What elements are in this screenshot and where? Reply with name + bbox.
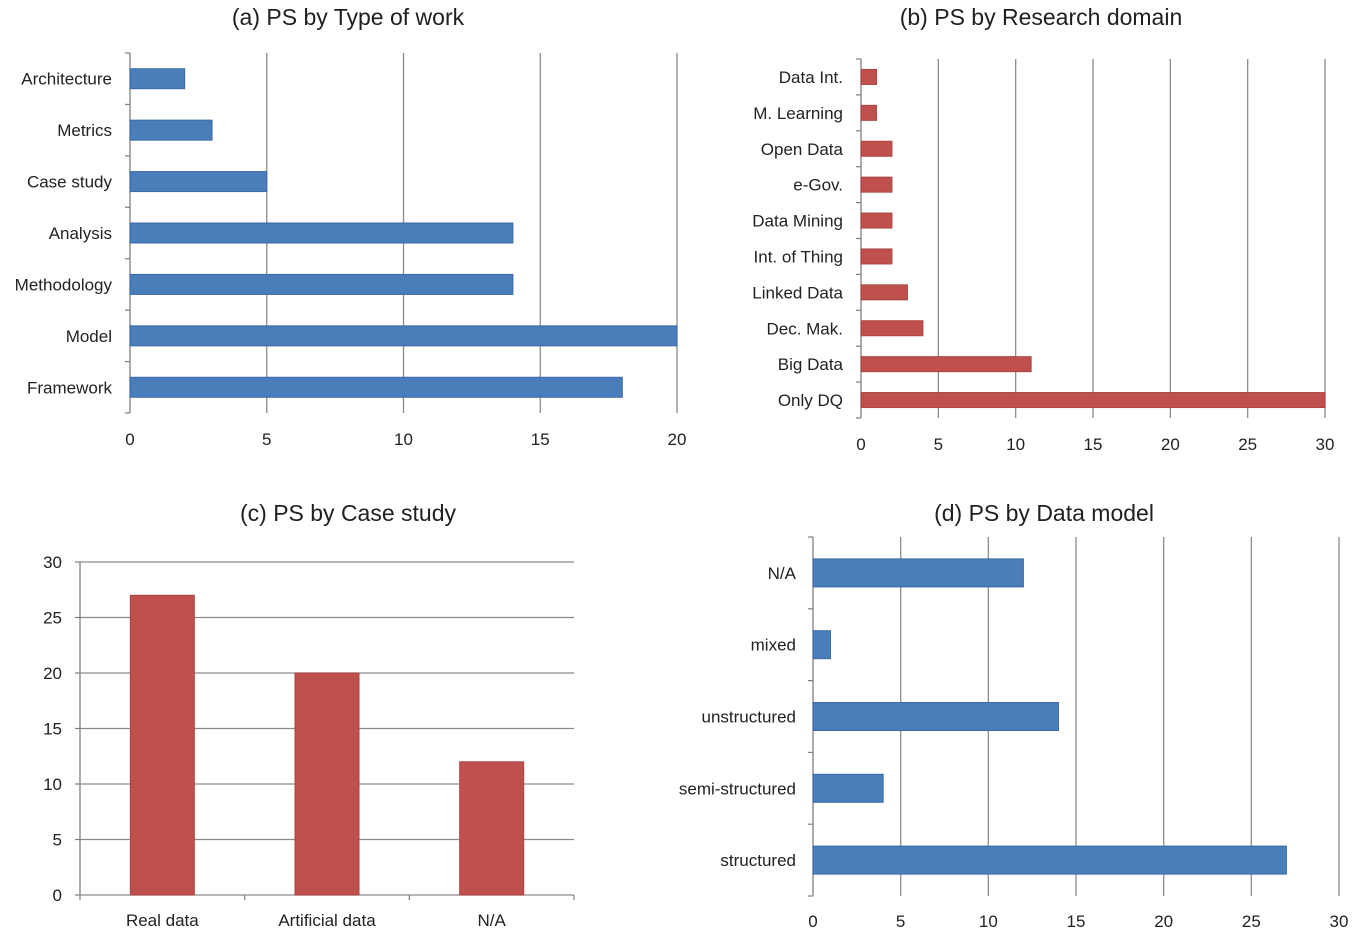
chart-b-bar [860, 392, 1326, 409]
chart-b-bar [860, 212, 893, 229]
chart-c-bar [129, 594, 195, 896]
chart-b-category-label: Big Data [778, 355, 844, 374]
chart-a-category-label: Framework [27, 378, 113, 397]
chart-b-x-tick-label: 0 [856, 435, 865, 454]
chart-b-category-label: Linked Data [752, 283, 843, 302]
chart-c-category-label: Artificial data [278, 911, 376, 930]
chart-a-bar [129, 119, 213, 141]
chart-d-x-tick-label: 25 [1242, 912, 1261, 931]
chart-b-bar [860, 320, 924, 337]
chart-b-bar [860, 140, 893, 157]
chart-c-bar [294, 672, 360, 896]
chart-d-category-label: unstructured [702, 708, 797, 727]
chart-c-y-tick-label: 15 [43, 720, 62, 739]
chart-d-bar [812, 630, 832, 660]
chart-d-bar [812, 702, 1059, 731]
chart-b-bar [860, 284, 908, 301]
chart-d-bar [812, 773, 884, 803]
chart-d-category-label: semi-structured [679, 779, 796, 798]
chart-d-category-label: mixed [751, 636, 796, 655]
chart-b-bar [860, 248, 893, 265]
chart-b-bar [860, 104, 877, 121]
chart-a-bar [129, 68, 186, 90]
chart-a-bar [129, 376, 623, 398]
chart-b-x-tick-label: 10 [1006, 435, 1025, 454]
chart-a-category-label: Architecture [21, 70, 112, 89]
chart-a-bar [129, 273, 514, 295]
chart-d-bar [812, 845, 1287, 875]
chart-c-category-label: N/A [477, 911, 506, 930]
chart-a-category-label: Analysis [49, 224, 112, 243]
chart-a-x-tick-label: 10 [394, 430, 413, 449]
chart-a-x-tick-label: 15 [531, 430, 550, 449]
chart-a-bar [129, 222, 514, 244]
chart-a-x-tick-label: 5 [262, 430, 271, 449]
chart-c-y-tick-label: 0 [53, 886, 62, 905]
chart-a-x-tick-label: 20 [668, 430, 687, 449]
chart-d-title: (d) PS by Data model [934, 500, 1154, 526]
chart-b-x-tick-label: 25 [1238, 435, 1257, 454]
chart-b-category-label: Data Int. [779, 68, 843, 87]
chart-d-bar [812, 558, 1024, 588]
chart-b-title: (b) PS by Research domain [900, 4, 1183, 30]
chart-a-category-label: Model [66, 327, 112, 346]
chart-b-category-label: Only DQ [778, 391, 843, 410]
chart-a-title: (a) PS by Type of work [232, 4, 465, 30]
chart-b-x-tick-label: 30 [1316, 435, 1335, 454]
chart-c-bar [459, 761, 525, 896]
chart-c-y-tick-label: 20 [43, 664, 62, 683]
chart-a-category-label: Metrics [57, 121, 112, 140]
chart-b-category-label: Int. of Thing [754, 247, 843, 266]
chart-a-bar [129, 171, 268, 193]
chart-a-category-label: Case study [27, 173, 113, 192]
chart-d-category-label: structured [720, 851, 796, 870]
chart-b-bar [860, 356, 1032, 373]
chart-b-category-label: e-Gov. [793, 176, 843, 195]
chart-c-y-tick-label: 10 [43, 775, 62, 794]
chart-b-category-label: Data Mining [752, 212, 843, 231]
chart-c-y-tick-label: 25 [43, 609, 62, 628]
chart-d-x-tick-label: 15 [1067, 912, 1086, 931]
chart-b-x-tick-label: 20 [1161, 435, 1180, 454]
chart-b-x-tick-label: 15 [1084, 435, 1103, 454]
chart-d-category-label: N/A [768, 564, 797, 583]
chart-d-x-tick-label: 0 [808, 912, 817, 931]
chart-d-x-tick-label: 30 [1330, 912, 1349, 931]
chart-b-x-tick-label: 5 [934, 435, 943, 454]
chart-c-y-tick-label: 5 [53, 831, 62, 850]
chart-c-y-tick-label: 30 [43, 553, 62, 572]
chart-b-category-label: Dec. Mak. [766, 319, 843, 338]
chart-b-bar [860, 176, 893, 193]
chart-b-category-label: Open Data [761, 140, 844, 159]
chart-c-title: (c) PS by Case study [240, 500, 457, 526]
chart-a-category-label: Methodology [15, 275, 113, 294]
chart-d-x-tick-label: 10 [979, 912, 998, 931]
chart-d-x-tick-label: 20 [1154, 912, 1173, 931]
chart-d-x-tick-label: 5 [896, 912, 905, 931]
chart-a-x-tick-label: 0 [125, 430, 134, 449]
chart-b-bar [860, 68, 877, 85]
chart-a-bar [129, 325, 678, 347]
chart-c-category-label: Real data [126, 911, 199, 930]
chart-b-category-label: M. Learning [753, 104, 843, 123]
